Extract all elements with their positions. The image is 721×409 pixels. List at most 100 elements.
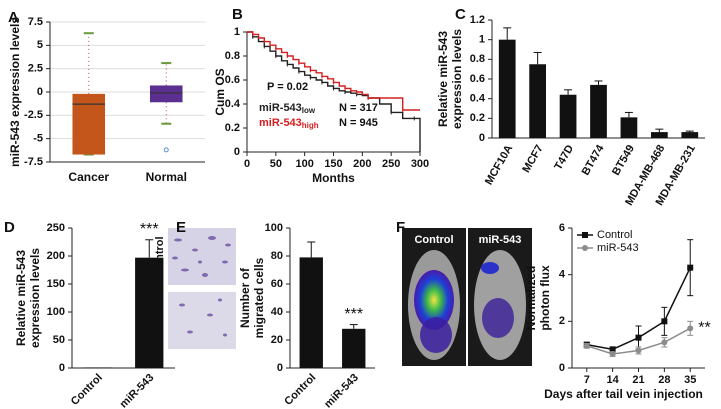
- y-tick-label: 0: [59, 362, 65, 374]
- x-axis-label: Months: [312, 171, 355, 185]
- y-axis-label: expression levels: [450, 29, 464, 129]
- survival-curve: [247, 31, 420, 111]
- bar: [681, 132, 699, 138]
- box: [149, 85, 183, 103]
- legend-subscript: high: [302, 121, 319, 130]
- y-tick-label: 200: [47, 250, 65, 262]
- y-tick-label: -5: [33, 133, 43, 145]
- box: [72, 93, 106, 155]
- y-tick-label: 0.6: [225, 74, 240, 86]
- y-tick-label: 1: [234, 26, 240, 38]
- y-tick-label: 0.2: [470, 112, 485, 124]
- panel-label: B: [232, 6, 243, 23]
- bar: [590, 84, 607, 138]
- panel-label: E: [176, 219, 186, 236]
- x-tick-label: BT474: [580, 142, 607, 177]
- bar: [529, 64, 547, 138]
- y-tick-label: 80: [271, 250, 283, 262]
- y-tick-label: 1: [479, 34, 485, 46]
- y-axis-label: expression levels: [28, 248, 42, 348]
- legend-label: miR-543low: [259, 102, 316, 115]
- x-tick-label: 35: [684, 374, 696, 386]
- x-tick-label: 21: [632, 374, 644, 386]
- legend-label: Control: [597, 229, 632, 241]
- y-axis-label: miR-543 expression levels: [8, 17, 22, 167]
- y-tick-label: 2: [559, 315, 565, 327]
- y-tick-label: 2.5: [28, 63, 43, 75]
- y-axis-label: Relative miR-543: [14, 250, 28, 346]
- y-axis-label: Normalized: [524, 266, 538, 331]
- bar: [83, 367, 112, 368]
- legend-name: miR-543: [259, 102, 302, 114]
- micrograph: [168, 228, 236, 285]
- y-axis-label: Relative miR-543: [436, 31, 450, 127]
- panel-label: F: [396, 219, 405, 236]
- marker: [609, 346, 616, 353]
- x-tick-label: 0: [244, 158, 250, 170]
- legend-count: N = 317: [339, 102, 378, 114]
- y-tick-label: 6: [559, 222, 565, 234]
- bar: [135, 257, 164, 368]
- y-tick-label: 0.4: [470, 93, 486, 105]
- y-tick-label: 150: [47, 278, 65, 290]
- marker: [661, 318, 668, 325]
- x-tick-label: 28: [658, 374, 670, 386]
- bar: [559, 94, 577, 138]
- x-tick-label: 100: [295, 158, 313, 170]
- y-axis-label: Number of: [238, 267, 252, 328]
- y-axis-label: migrated cells: [252, 257, 266, 338]
- y-tick-label: 0.4: [225, 98, 241, 110]
- y-tick-label: 250: [47, 222, 65, 234]
- panel-label: C: [455, 6, 466, 23]
- x-tick-label: 200: [353, 158, 371, 170]
- x-tick-label: MCF10A: [483, 143, 515, 187]
- x-tick-label: 7: [584, 374, 590, 386]
- bar: [620, 117, 638, 138]
- y-tick-label: 0: [559, 362, 565, 374]
- legend-marker: [582, 232, 588, 238]
- y-tick-label: 0: [479, 132, 485, 144]
- x-tick-label: Control: [282, 372, 318, 408]
- x-axis-label: Days after tail vein injection: [544, 387, 703, 401]
- y-axis-label: photon flux: [538, 265, 552, 331]
- image-label: Control: [414, 234, 453, 246]
- marker: [661, 339, 668, 346]
- marker: [687, 264, 694, 271]
- y-tick-label: 4: [559, 269, 566, 281]
- x-tick-label: MCF7: [520, 143, 545, 175]
- annotation: P = 0.02: [267, 81, 308, 93]
- y-tick-label: 1.2: [470, 14, 485, 26]
- outlier: [163, 147, 169, 153]
- x-tick-label: 50: [270, 158, 282, 170]
- legend-name: miR-543: [259, 117, 302, 129]
- y-tick-label: 60: [271, 278, 283, 290]
- legend-subscript: low: [302, 106, 316, 115]
- x-tick-label: BT549: [610, 143, 637, 178]
- x-tick-label: Normal: [146, 170, 187, 184]
- marker: [583, 342, 590, 349]
- y-tick-label: -7.5: [24, 156, 43, 168]
- legend-marker: [582, 245, 588, 251]
- micrograph-images: [168, 228, 236, 349]
- y-tick-label: 100: [265, 222, 283, 234]
- image-label: Control: [154, 236, 166, 275]
- y-tick-label: 50: [53, 334, 65, 346]
- bioluminescence-images: [402, 228, 532, 366]
- significance: ***: [140, 221, 159, 238]
- bar: [650, 132, 668, 138]
- x-tick-label: 300: [411, 158, 429, 170]
- legend-count: N = 945: [339, 117, 378, 129]
- legend-label: miR-543: [597, 242, 639, 254]
- y-tick-label: 40: [271, 306, 283, 318]
- x-tick-label: T47D: [552, 143, 576, 172]
- y-tick-label: 0.8: [225, 50, 240, 62]
- y-tick-label: 0.2: [225, 122, 240, 134]
- y-tick-label: 0: [234, 146, 240, 158]
- x-tick-label: Cancer: [68, 170, 109, 184]
- marker: [687, 325, 694, 332]
- panel-label: A: [8, 9, 19, 26]
- x-tick-label: 250: [382, 158, 400, 170]
- y-axis-label: Cum OS: [213, 68, 227, 115]
- marker: [609, 351, 616, 357]
- significance: **: [698, 320, 710, 337]
